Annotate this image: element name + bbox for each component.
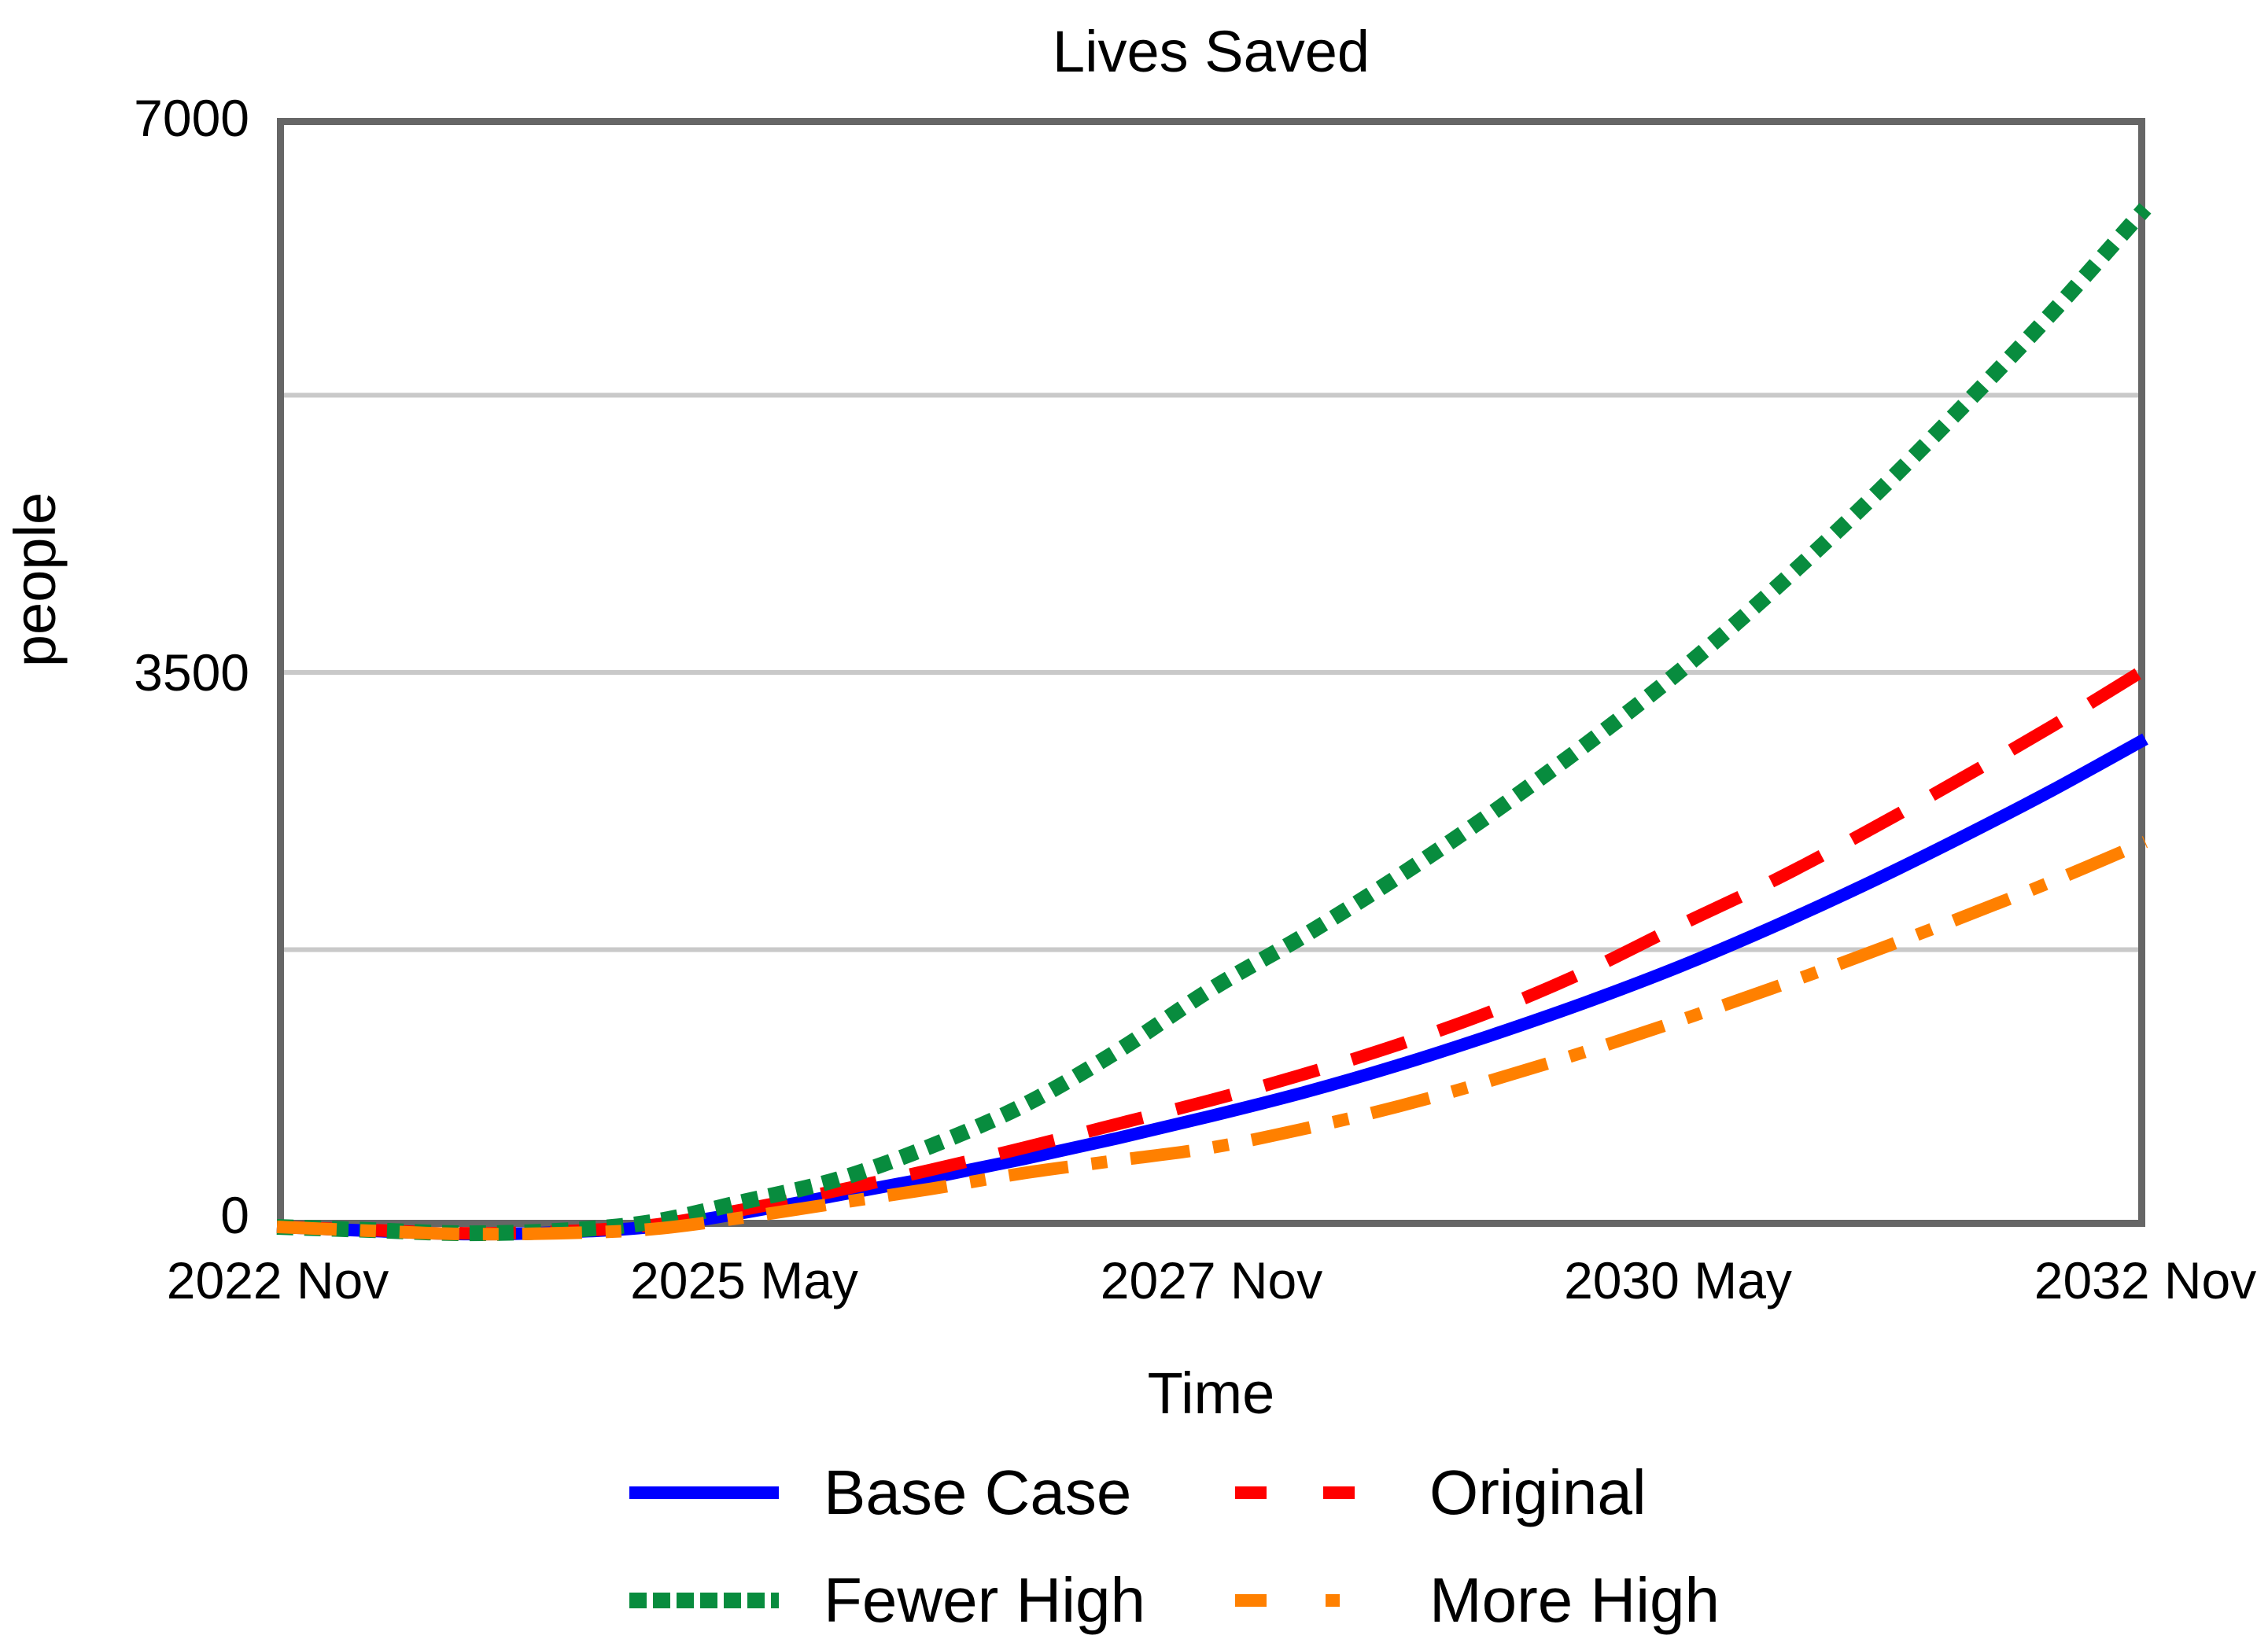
series-line-more-high bbox=[276, 836, 2148, 1241]
legend-swatch-more-high bbox=[1235, 1594, 1385, 1607]
legend-item-more-high: More High bbox=[1235, 1566, 1720, 1635]
plot-frame bbox=[277, 118, 2145, 1227]
legend-swatch-original bbox=[1235, 1486, 1385, 1499]
x-tick-2022-nov: 2022 Nov bbox=[166, 1251, 389, 1309]
y-tick-7000: 7000 bbox=[134, 89, 249, 147]
x-tick-2027-nov: 2027 Nov bbox=[1100, 1251, 1323, 1309]
y-tick-3500: 3500 bbox=[134, 643, 249, 702]
legend-item-base-case: Base Case bbox=[629, 1458, 1131, 1527]
plot-area bbox=[276, 118, 2152, 1242]
x-tick-2025-may: 2025 May bbox=[630, 1251, 858, 1309]
chart-title: Lives Saved bbox=[1052, 19, 1370, 84]
series-lines bbox=[276, 203, 2152, 1242]
series-line-fewer-high bbox=[276, 203, 2152, 1242]
y-tick-0: 0 bbox=[220, 1186, 249, 1244]
x-tick-2030-may: 2030 May bbox=[1564, 1251, 1792, 1309]
legend-label-more-high: More High bbox=[1429, 1565, 1720, 1635]
legend-label-original: Original bbox=[1429, 1457, 1647, 1527]
y-axis-title: people bbox=[2, 492, 68, 668]
legend-swatch-base-case bbox=[629, 1486, 779, 1499]
x-axis-title: Time bbox=[1147, 1361, 1275, 1426]
legend-item-original: Original bbox=[1235, 1458, 1647, 1527]
legend-label-base-case: Base Case bbox=[824, 1457, 1132, 1527]
series-line-base-case bbox=[276, 733, 2148, 1241]
x-tick-2032-nov: 2032 Nov bbox=[2034, 1251, 2257, 1309]
legend-swatch-fewer-high bbox=[629, 1593, 779, 1608]
legend-label-fewer-high: Fewer High bbox=[824, 1565, 1146, 1635]
legend-item-fewer-high: Fewer High bbox=[629, 1566, 1145, 1635]
gridlines bbox=[284, 392, 2138, 952]
